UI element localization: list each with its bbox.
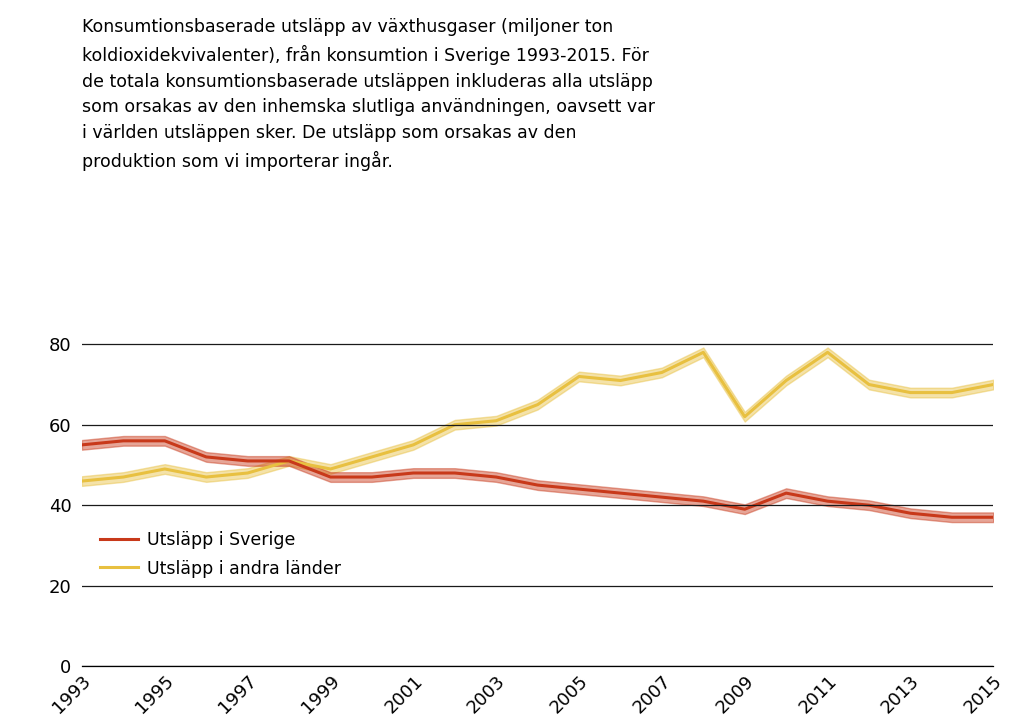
Legend: Utsläpp i Sverige, Utsläpp i andra länder: Utsläpp i Sverige, Utsläpp i andra lände… [99, 531, 341, 578]
Text: Konsumtionsbaserade utsläpp av växthusgaser (miljoner ton
koldioxidekvivalenter): Konsumtionsbaserade utsläpp av växthusga… [82, 18, 655, 171]
